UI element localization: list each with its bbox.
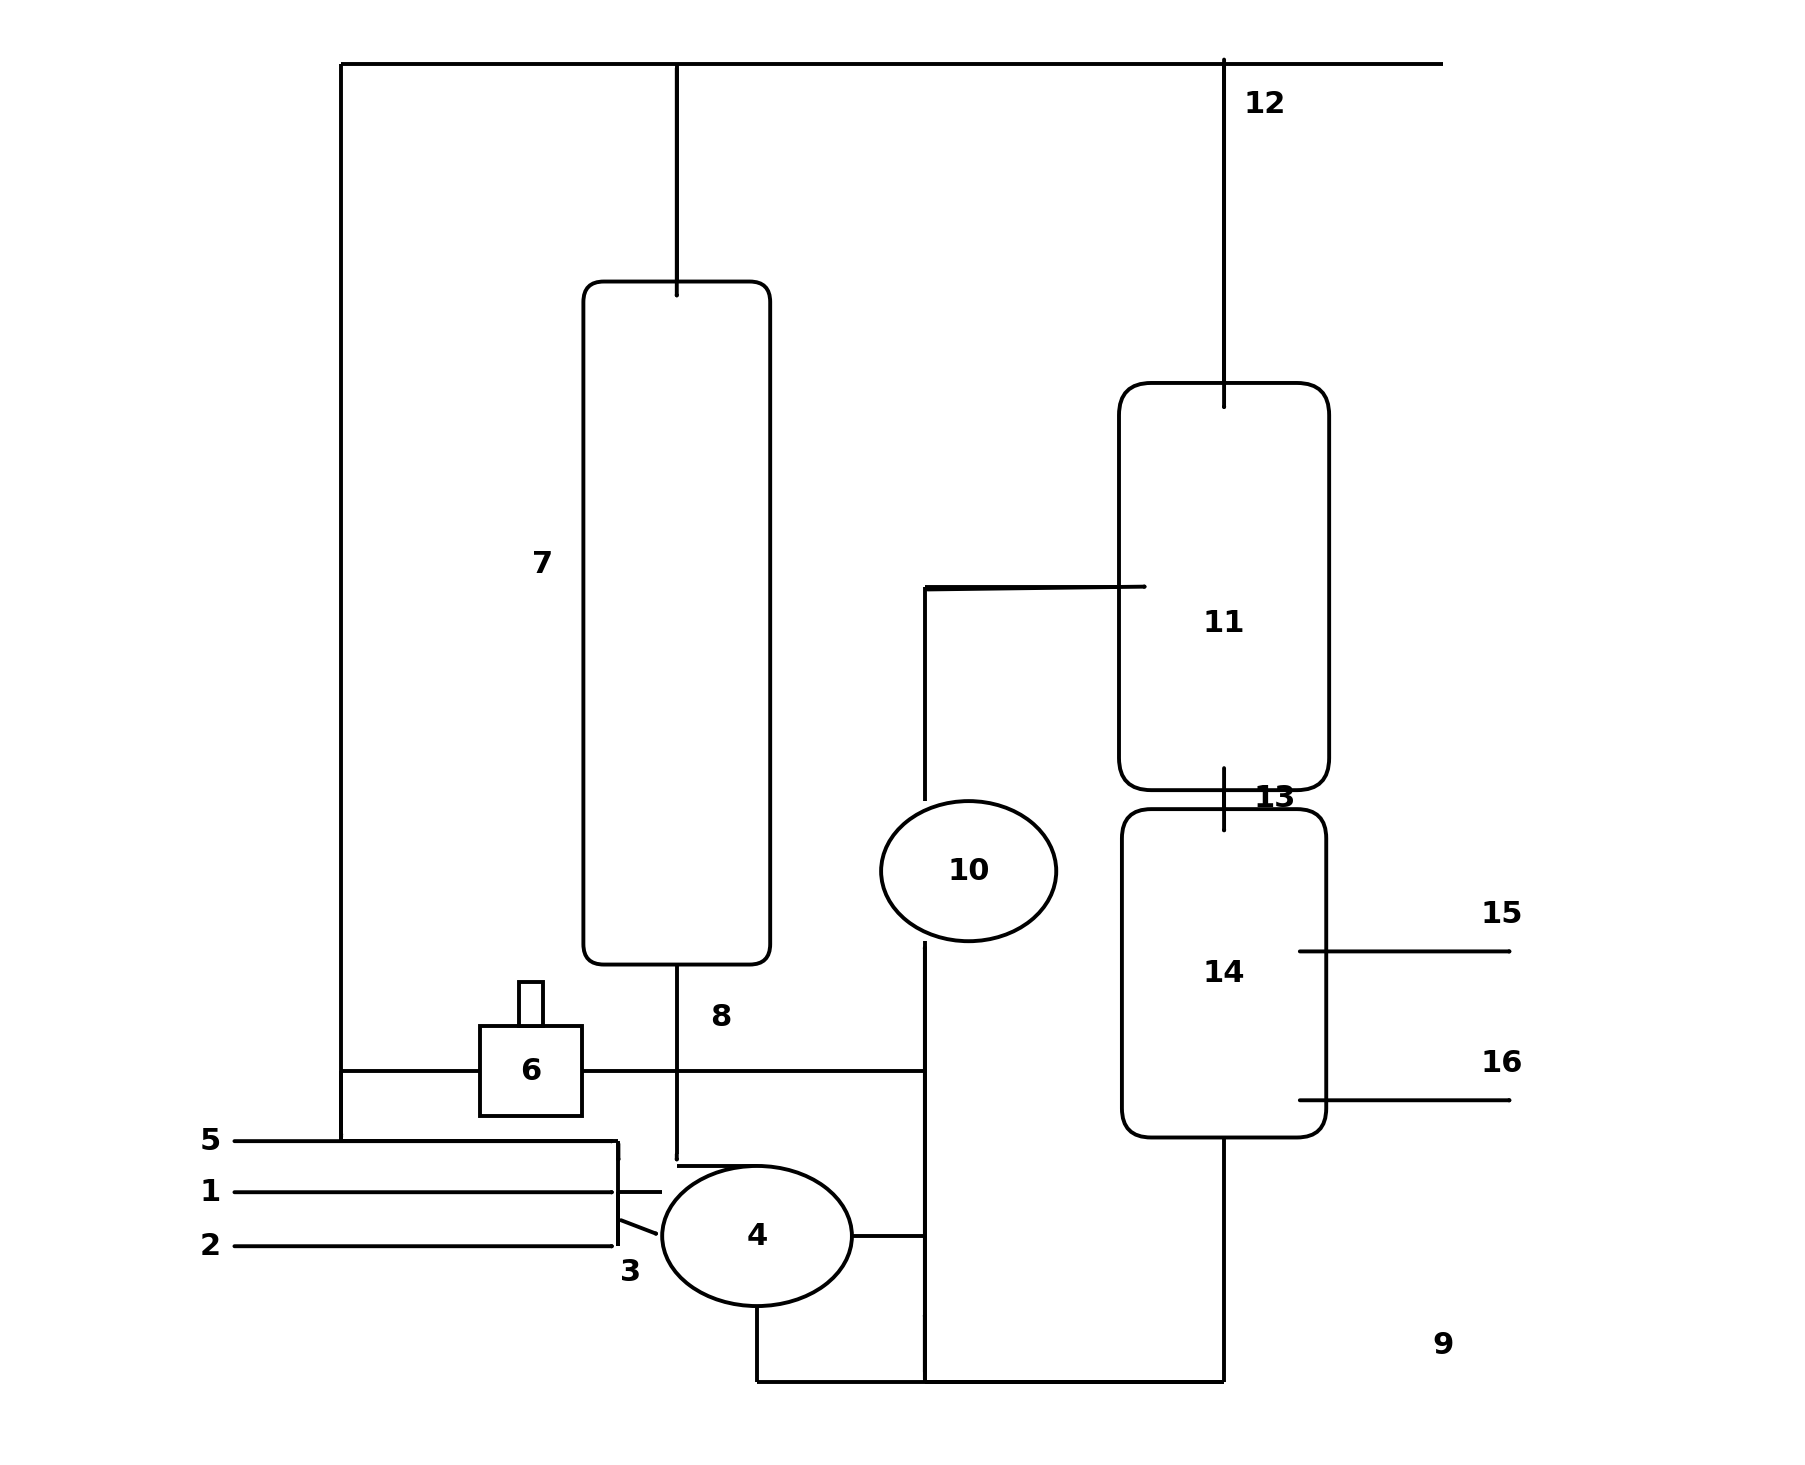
Text: 15: 15 bbox=[1480, 901, 1522, 929]
Text: 4: 4 bbox=[745, 1222, 767, 1251]
Text: 6: 6 bbox=[520, 1056, 541, 1086]
Text: 14: 14 bbox=[1202, 958, 1245, 987]
Bar bbox=[518, 982, 542, 1026]
Ellipse shape bbox=[662, 1166, 852, 1307]
Text: 12: 12 bbox=[1244, 91, 1285, 120]
FancyBboxPatch shape bbox=[1119, 382, 1328, 790]
Text: 10: 10 bbox=[948, 857, 989, 886]
Text: 5: 5 bbox=[199, 1127, 220, 1156]
Bar bbox=[480, 1026, 581, 1116]
FancyBboxPatch shape bbox=[1121, 809, 1325, 1137]
Text: 2: 2 bbox=[199, 1232, 220, 1261]
Text: 8: 8 bbox=[709, 1002, 731, 1031]
Text: 16: 16 bbox=[1480, 1049, 1522, 1078]
FancyBboxPatch shape bbox=[583, 281, 769, 964]
Text: 13: 13 bbox=[1253, 784, 1296, 813]
Text: 9: 9 bbox=[1431, 1332, 1453, 1360]
Text: 11: 11 bbox=[1202, 608, 1245, 637]
Text: 3: 3 bbox=[619, 1258, 641, 1286]
Text: 1: 1 bbox=[199, 1178, 220, 1207]
Ellipse shape bbox=[881, 801, 1056, 941]
Text: 7: 7 bbox=[532, 551, 552, 579]
